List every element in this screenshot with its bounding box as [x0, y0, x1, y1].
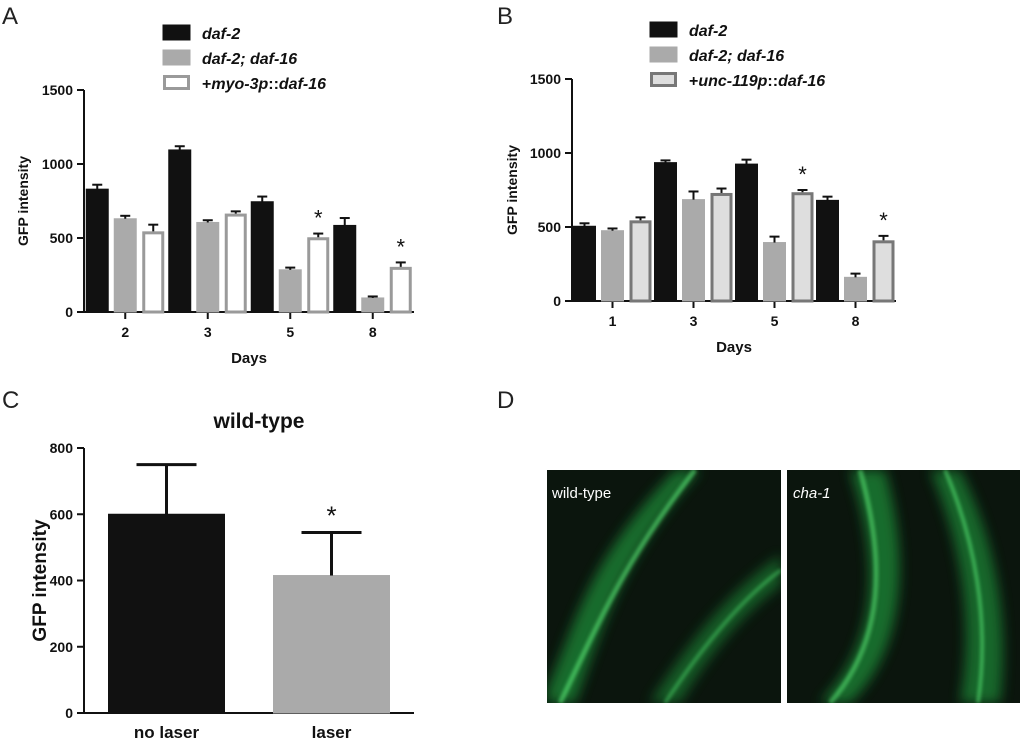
x-tick-label: 1 [609, 313, 617, 329]
y-tick-label: 0 [65, 304, 73, 320]
x-axis-title: Days [716, 339, 752, 356]
bar [791, 192, 814, 303]
bar [629, 220, 652, 303]
legend-label-part: + [202, 76, 211, 93]
bar [816, 199, 839, 302]
x-tick-label: no laser [134, 723, 200, 742]
bar [113, 218, 137, 313]
legend-label: +myo-3p::daf-16 [202, 76, 326, 93]
legend-swatch [649, 46, 678, 63]
x-tick-label: 2 [121, 324, 129, 340]
micrograph-label-cha-1: cha-1 [793, 485, 831, 502]
y-tick-label: 1000 [530, 145, 561, 161]
bar [573, 225, 596, 302]
y-tick-label: 500 [50, 230, 74, 246]
y-tick-label: 200 [50, 639, 74, 655]
x-axis-title: Days [231, 350, 267, 367]
y-tick-label: 400 [50, 573, 74, 589]
bar [108, 513, 225, 714]
y-axis-label: GFP intensity [30, 519, 51, 642]
legend-label-part: daf-2; daf-16 [689, 48, 784, 65]
bar [361, 297, 385, 313]
legend-label: daf-2; daf-16 [689, 48, 784, 65]
y-tick-label: 0 [553, 293, 561, 309]
legend-swatch [162, 24, 191, 41]
x-tick-label: 8 [852, 313, 860, 329]
x-tick-label: 3 [690, 313, 698, 329]
y-axis-label: GFP intensity [15, 156, 31, 246]
bar [872, 240, 895, 303]
bar [273, 575, 390, 714]
legend-swatch [163, 75, 190, 90]
bar [389, 266, 412, 314]
y-tick-label: 1500 [42, 82, 73, 98]
bar [224, 213, 247, 314]
y-tick-label: 500 [538, 219, 562, 235]
bar [85, 188, 109, 313]
legend-label: daf-2 [689, 23, 727, 40]
legend-label-part: daf-2 [689, 23, 727, 40]
chart-a: 0 500 1000 1500 GFP intensity 2 3 5 8 Days daf-2 da… [15, 24, 414, 367]
panel-b-letter: B [497, 3, 513, 30]
x-tick-label: 8 [369, 324, 377, 340]
panel-c-letter: C [2, 387, 19, 414]
x-tick-label: 5 [771, 313, 779, 329]
y-axis-label: GFP intensity [504, 145, 520, 235]
bar [333, 224, 357, 313]
bar [278, 269, 302, 313]
chart-title: wild-type [212, 410, 304, 433]
bar [168, 149, 192, 313]
y-tick-label: 0 [65, 705, 73, 721]
micrograph-wild-type [547, 470, 781, 703]
legend-label-part: daf-2; daf-16 [202, 51, 297, 68]
micrograph-label-wild-type: wild-type [551, 485, 611, 502]
y-tick-label: 1500 [530, 71, 561, 87]
legend-label: daf-2; daf-16 [202, 51, 297, 68]
legend-label: +unc-119p::daf-16 [689, 73, 825, 90]
x-tick-label: 5 [286, 324, 294, 340]
bar [735, 163, 758, 302]
legend-swatch [650, 72, 677, 87]
bar [844, 276, 867, 302]
legend-label-part: daf-16 [279, 76, 326, 93]
legend-label-part: daf-16 [778, 73, 825, 90]
significance-star: * [798, 162, 807, 187]
significance-star: * [396, 234, 405, 259]
y-tick-label: 1000 [42, 156, 73, 172]
legend-swatch [649, 21, 678, 38]
bar [142, 231, 165, 314]
legend-label-part: :: [767, 73, 778, 90]
bar [763, 242, 786, 302]
y-tick-label: 800 [50, 440, 74, 456]
legend-label: daf-2 [202, 26, 240, 43]
chart-b: 0 500 1000 1500 GFP intensity 1 3 5 8 Days daf-2 da… [504, 21, 896, 356]
legend-label-part: myo-3p [211, 76, 268, 93]
significance-star: * [326, 500, 336, 530]
chart-c: 0 200 400 600 800 GFP intensity no laser laser w… [30, 410, 414, 742]
bar [682, 199, 705, 302]
legend-label-part: daf-2 [202, 26, 240, 43]
micrograph-cha-1 [787, 470, 1020, 703]
x-tick-label: 3 [204, 324, 212, 340]
significance-star: * [879, 208, 888, 233]
bar [307, 237, 330, 314]
bar [654, 162, 677, 302]
legend-label-part: unc-119p [698, 73, 767, 90]
x-tick-label: laser [312, 723, 352, 742]
legend-label-part: + [689, 73, 698, 90]
significance-star: * [314, 206, 323, 231]
legend-label-part: :: [268, 76, 279, 93]
legend-swatch [162, 49, 191, 66]
bar [196, 221, 220, 313]
panel-a-letter: A [2, 3, 18, 30]
y-tick-label: 600 [50, 506, 74, 522]
panel-d-letter: D [497, 387, 514, 414]
bar [710, 192, 733, 303]
bar [250, 201, 274, 313]
bar [601, 230, 624, 302]
